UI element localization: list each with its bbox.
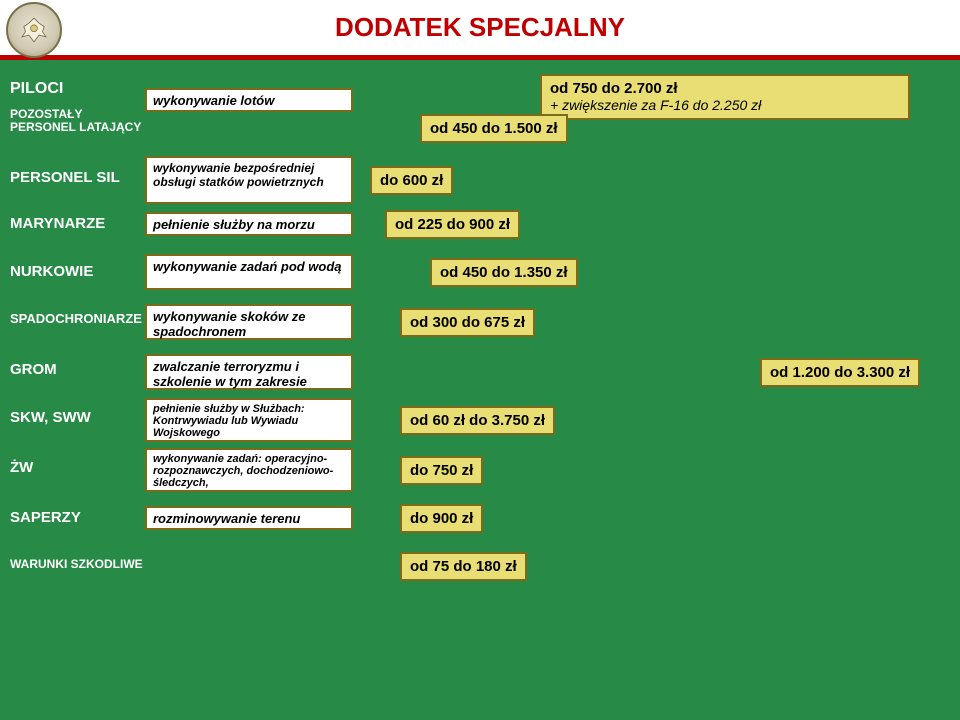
salary-zw: do 750 zł xyxy=(400,456,483,485)
page-title: DODATEK SPECJALNY xyxy=(0,12,960,43)
role-piloci: PILOCI xyxy=(10,80,63,98)
role-label: PILOCI xyxy=(10,80,63,97)
task-spadochroniarze: wykonywanie skoków ze spadochronem xyxy=(145,304,353,340)
role-skw-sww: SKW, SWW xyxy=(10,410,91,427)
salary-grom: od 1.200 do 3.300 zł xyxy=(760,358,920,387)
header: DODATEK SPECJALNY xyxy=(0,0,960,60)
task-saperzy: rozminowywanie terenu xyxy=(145,506,353,530)
salary-warunki: od 75 do 180 zł xyxy=(400,552,527,581)
salary-nurkowie: od 450 do 1.350 zł xyxy=(430,258,578,287)
task-personel-sil: wykonywanie bezpośredniej obsługi statkó… xyxy=(145,156,353,204)
role-warunki: WARUNKI SZKODLIWE xyxy=(10,558,143,571)
role-piloci-sub: POZOSTAŁY PERSONEL LATAJĄCY xyxy=(10,108,141,134)
salary-value: od 750 do 2.700 zł xyxy=(550,80,678,97)
salary-personel-sil: do 600 zł xyxy=(370,166,453,195)
salary-sub: + zwiększenie za F-16 do 2.250 zł xyxy=(550,97,761,113)
salary-spadochroniarze: od 300 do 675 zł xyxy=(400,308,535,337)
role-marynarze: MARYNARZE xyxy=(10,216,105,233)
content: PILOCI POZOSTAŁY PERSONEL LATAJĄCY wykon… xyxy=(0,80,960,720)
salary-skw-sww: od 60 zł do 3.750 zł xyxy=(400,406,555,435)
role-zw: ŻW xyxy=(10,460,33,477)
role-nurkowie: NURKOWIE xyxy=(10,264,93,281)
role-saperzy: SAPERZY xyxy=(10,510,81,527)
task-grom: zwalczanie terroryzmu i szkolenie w tym … xyxy=(145,354,353,390)
role-spadochroniarze: SPADOCHRONIARZE xyxy=(10,312,142,326)
salary-marynarze: od 225 do 900 zł xyxy=(385,210,520,239)
role-personel-sil: PERSONEL SIL xyxy=(10,170,120,187)
task-marynarze: pełnienie służby na morzu xyxy=(145,212,353,236)
task-nurkowie: wykonywanie zadań pod wodą xyxy=(145,254,353,290)
task-piloci: wykonywanie lotów xyxy=(145,88,353,112)
salary-piloci-alt: od 450 do 1.500 zł xyxy=(420,114,568,143)
task-skw-sww: pełnienie służby w Służbach: Kontrwywiad… xyxy=(145,398,353,442)
salary-piloci-main: od 750 do 2.700 zł + zwiększenie za F-16… xyxy=(540,74,910,120)
salary-saperzy: do 900 zł xyxy=(400,504,483,533)
task-zw: wykonywanie zadań: operacyjno-rozpoznawc… xyxy=(145,448,353,492)
role-grom: GROM xyxy=(10,362,57,379)
